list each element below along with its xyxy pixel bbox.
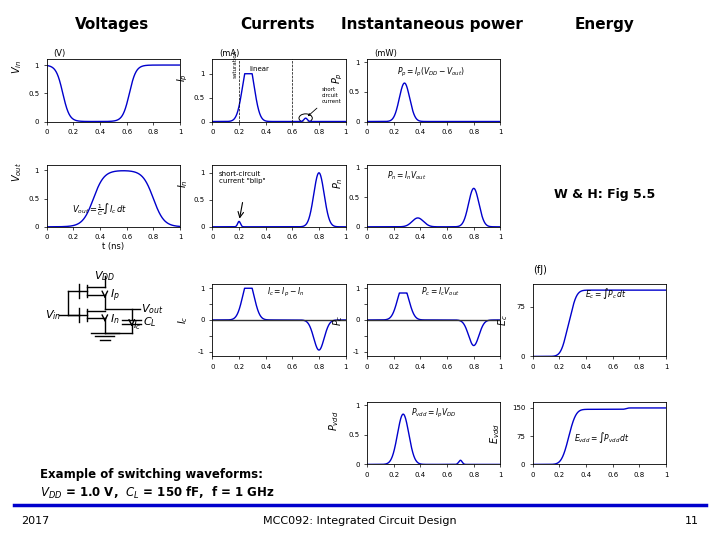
Text: (mA): (mA)	[219, 49, 240, 58]
Text: $V_{in}$: $V_{in}$	[11, 59, 24, 74]
Text: $V_{out}$: $V_{out}$	[11, 162, 24, 182]
Text: $P_p = I_p(V_{DD}-V_{out})$: $P_p = I_p(V_{DD}-V_{out})$	[397, 65, 465, 79]
Text: $V_{DD}$ = 1.0 V,  $C_L$ = 150 fF,  f = 1 GHz: $V_{DD}$ = 1.0 V, $C_L$ = 150 fF, f = 1 …	[40, 485, 274, 501]
Text: (V): (V)	[53, 49, 66, 58]
Text: Currents: Currents	[240, 17, 315, 32]
Text: $I_c$: $I_c$	[176, 316, 190, 324]
Text: $I_p$: $I_p$	[176, 73, 190, 83]
Text: $P_c$: $P_c$	[331, 314, 345, 326]
Text: $E_c = \int P_c\,dt$: $E_c = \int P_c\,dt$	[585, 286, 627, 301]
Text: (fJ): (fJ)	[533, 265, 546, 275]
Text: 11: 11	[685, 516, 698, 526]
Text: Example of switching waveforms:: Example of switching waveforms:	[40, 468, 263, 481]
Text: $C_L$: $C_L$	[143, 315, 156, 329]
Text: $P_{vdd}$: $P_{vdd}$	[327, 410, 341, 431]
Text: $I_c = I_p - I_n$: $I_c = I_p - I_n$	[267, 286, 305, 299]
Text: Instantaneous power: Instantaneous power	[341, 17, 523, 32]
Text: $P_n = I_n V_{out}$: $P_n = I_n V_{out}$	[387, 170, 427, 182]
Text: $I_c$: $I_c$	[133, 318, 142, 332]
Text: $I_n$: $I_n$	[176, 179, 190, 188]
Text: $P_c = I_c V_{out}$: $P_c = I_c V_{out}$	[421, 286, 460, 298]
Text: $V_{in}$: $V_{in}$	[45, 308, 60, 322]
Text: $P_{vdd} = I_p V_{DD}$: $P_{vdd} = I_p V_{DD}$	[411, 407, 456, 420]
Text: saturation: saturation	[233, 50, 238, 78]
Text: $I_n$: $I_n$	[109, 313, 120, 327]
Text: (mW): (mW)	[374, 49, 397, 58]
X-axis label: t (ns): t (ns)	[102, 242, 125, 251]
Text: $V_{DD}$: $V_{DD}$	[94, 269, 115, 284]
Text: short
circuit
current: short circuit current	[308, 87, 341, 116]
Text: $E_{vdd} = \int P_{vdd}\,dt$: $E_{vdd} = \int P_{vdd}\,dt$	[574, 430, 630, 445]
Text: $P_p$: $P_p$	[330, 72, 345, 84]
Text: 2017: 2017	[22, 516, 50, 526]
Text: $E_c$: $E_c$	[497, 314, 510, 326]
Text: Energy: Energy	[575, 17, 635, 32]
Text: $V_{out}$: $V_{out}$	[141, 302, 164, 316]
Text: linear: linear	[249, 66, 269, 72]
Text: W & H: Fig 5.5: W & H: Fig 5.5	[554, 188, 655, 201]
Text: $V_{out} = \frac{1}{C}\int I_c\,dt$: $V_{out} = \frac{1}{C}\int I_c\,dt$	[73, 201, 127, 218]
Text: MCC092: Integrated Circuit Design: MCC092: Integrated Circuit Design	[264, 516, 456, 526]
Text: $E_{vdd}$: $E_{vdd}$	[489, 423, 503, 444]
Text: Voltages: Voltages	[74, 17, 149, 32]
Text: $I_p$: $I_p$	[109, 288, 120, 304]
Text: short-circuit
current "blip": short-circuit current "blip"	[219, 171, 266, 184]
Text: $P_n$: $P_n$	[331, 178, 345, 189]
